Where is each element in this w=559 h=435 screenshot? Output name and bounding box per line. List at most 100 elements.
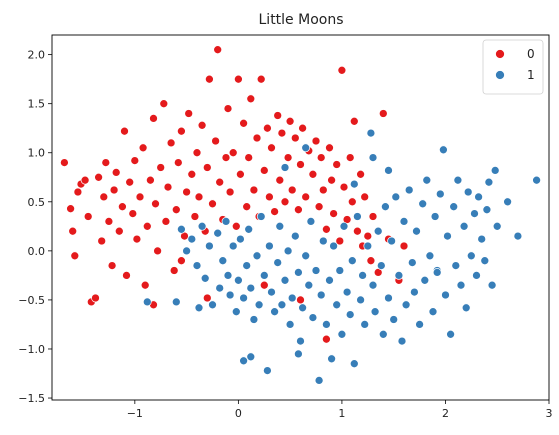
- data-point-class-1: [370, 307, 380, 317]
- data-point-class-1: [451, 261, 461, 270]
- data-point-class-1: [368, 280, 378, 290]
- data-point-class-1: [339, 221, 349, 231]
- data-point-class-0: [360, 192, 370, 202]
- data-point-class-0: [332, 160, 342, 169]
- data-point-class-1: [231, 307, 241, 317]
- data-point-class-0: [151, 199, 160, 209]
- data-point-class-1: [311, 266, 321, 275]
- data-point-class-1: [275, 221, 285, 231]
- data-point-class-0: [316, 153, 326, 162]
- data-point-class-1: [294, 268, 303, 277]
- data-point-class-0: [194, 192, 204, 202]
- data-point-class-1: [482, 205, 492, 215]
- data-point-class-1: [443, 231, 452, 241]
- data-point-class-0: [294, 205, 303, 215]
- data-point-class-1: [368, 153, 378, 162]
- data-point-class-1: [456, 280, 466, 290]
- data-point-class-1: [197, 221, 207, 231]
- data-point-class-0: [205, 74, 214, 84]
- data-point-class-1: [256, 212, 266, 221]
- data-point-class-1: [466, 251, 476, 261]
- data-point-class-0: [311, 136, 321, 146]
- data-point-class-0: [366, 256, 376, 266]
- data-point-class-0: [182, 187, 191, 197]
- data-point-class-1: [205, 241, 214, 251]
- data-point-class-1: [342, 287, 352, 297]
- data-point-class-1: [316, 290, 326, 300]
- data-point-class-0: [83, 212, 93, 221]
- data-point-class-0: [221, 153, 231, 162]
- x-tick-label: 3: [546, 407, 553, 420]
- data-point-class-1: [345, 310, 355, 319]
- data-point-class-0: [239, 118, 248, 128]
- data-point-class-0: [138, 143, 148, 153]
- data-point-class-1: [225, 290, 235, 300]
- data-point-class-0: [339, 182, 349, 192]
- data-point-class-1: [332, 300, 342, 310]
- data-point-class-0: [192, 148, 202, 158]
- x-tick-label: −1: [127, 407, 143, 420]
- data-point-class-0: [166, 138, 176, 148]
- data-point-class-1: [239, 356, 248, 366]
- data-point-class-1: [254, 300, 264, 310]
- data-point-class-1: [177, 224, 186, 234]
- data-point-class-1: [404, 185, 414, 195]
- data-point-class-0: [163, 182, 173, 192]
- data-point-class-1: [474, 192, 483, 202]
- data-point-class-1: [308, 313, 318, 322]
- data-point-class-0: [68, 226, 78, 236]
- data-point-class-1: [304, 280, 314, 290]
- data-point-class-0: [259, 280, 269, 290]
- data-point-class-0: [118, 202, 127, 212]
- data-point-class-1: [463, 187, 473, 197]
- data-point-class-1: [461, 303, 471, 313]
- data-point-class-0: [337, 65, 347, 75]
- data-point-class-1: [246, 352, 256, 362]
- data-point-class-0: [159, 99, 169, 109]
- data-point-class-0: [329, 209, 338, 218]
- y-tick-label: −0.5: [18, 294, 45, 307]
- data-point-class-0: [252, 133, 262, 143]
- data-point-class-1: [270, 307, 279, 317]
- data-point-class-0: [135, 192, 145, 202]
- data-point-class-1: [249, 315, 259, 324]
- data-point-class-0: [347, 197, 357, 207]
- data-point-class-1: [296, 336, 305, 346]
- data-point-class-1: [387, 236, 396, 246]
- data-point-class-1: [242, 261, 252, 270]
- data-point-class-1: [470, 209, 479, 218]
- legend: 01: [482, 39, 544, 95]
- data-point-class-1: [384, 166, 393, 175]
- data-point-class-1: [287, 293, 297, 303]
- data-point-class-1: [420, 275, 430, 285]
- data-point-class-1: [399, 217, 409, 226]
- legend-marker-1: [495, 70, 505, 80]
- data-point-class-1: [532, 175, 541, 185]
- data-point-class-0: [215, 177, 225, 187]
- data-point-class-1: [366, 128, 376, 138]
- data-point-class-1: [200, 273, 210, 283]
- data-point-class-0: [177, 256, 186, 266]
- data-point-class-1: [428, 307, 438, 317]
- y-tick-label: 2.0: [28, 49, 46, 62]
- legend-label-1: 1: [527, 68, 535, 82]
- data-point-class-0: [277, 128, 287, 138]
- data-point-class-0: [161, 217, 171, 226]
- data-point-class-1: [301, 251, 311, 261]
- data-point-class-0: [80, 175, 90, 185]
- y-tick-label: 0.5: [28, 196, 46, 209]
- data-point-class-1: [298, 303, 307, 313]
- data-point-class-0: [378, 109, 388, 118]
- data-point-class-0: [94, 172, 103, 182]
- data-point-class-0: [156, 163, 166, 172]
- data-point-class-1: [215, 283, 225, 293]
- data-point-class-0: [70, 251, 80, 261]
- data-point-class-0: [228, 148, 238, 158]
- data-point-class-0: [356, 169, 365, 179]
- data-point-class-1: [290, 231, 300, 241]
- data-point-class-0: [296, 160, 305, 169]
- data-point-class-1: [446, 329, 455, 339]
- data-point-class-0: [259, 166, 269, 175]
- x-tick-label: 0: [235, 407, 242, 420]
